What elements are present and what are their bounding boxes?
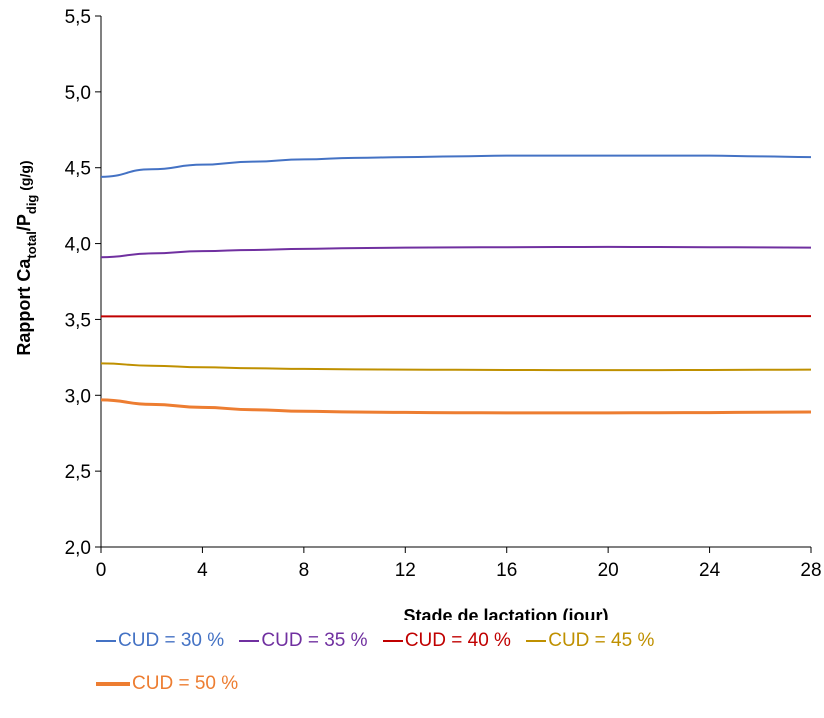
legend-item-cud-45: CUD = 45 % [526,628,654,654]
x-tick-label: 12 [395,560,416,581]
y-tick-label: 5,5 [65,7,91,28]
x-tick-label: 16 [496,560,517,581]
y-tick-label: 4,5 [65,159,91,180]
y-tick-label: 3,0 [65,386,91,407]
y-tick-label: 3,5 [65,310,91,331]
legend-row-2: CUD = 50 % [96,670,816,697]
x-tick-label: 28 [800,560,821,581]
legend-label-cud-40: CUD = 40 % [404,630,511,651]
x-axis-ticks: 0 4 8 12 16 20 24 28 [96,547,822,581]
y-tick-label: 2,5 [65,462,91,483]
legend: CUD = 30 % CUD = 35 % CUD = 40 % CUD = 4… [96,626,816,697]
line-chart: 2,0 2,5 3,0 3,5 4,0 4,5 5,0 5,5 0 4 8 12 16 20 24 28 S… [14,7,822,620]
series-line-50 [100,398,812,415]
x-tick-label: 0 [96,560,107,581]
y-axis-title-prefix: Rapport Ca [14,258,34,356]
y-axis-title-mid: /P [14,214,34,231]
x-tick-label: 20 [598,560,619,581]
legend-swatch-cud-35 [239,640,260,642]
legend-row-1: CUD = 30 % CUD = 35 % CUD = 40 % CUD = 4… [96,626,816,654]
y-tick-label: 2,0 [65,538,91,559]
x-tick-label: 24 [699,560,721,581]
legend-item-cud-50: CUD = 50 % [96,671,238,697]
legend-item-cud-40: CUD = 40 % [382,628,511,654]
legend-swatch-cud-50 [96,682,130,686]
legend-label-cud-45: CUD = 45 % [548,630,655,651]
y-axis-title-sub2: dig [24,195,39,215]
y-tick-label: 5,0 [65,83,91,104]
series-line-30 [100,154,812,178]
series-line-35 [100,245,812,259]
x-axis-title: Stade de lactation (jour) [403,606,608,620]
legend-label-cud-35: CUD = 35 % [261,630,368,651]
x-tick-label: 8 [299,560,310,581]
legend-label-cud-50: CUD = 50 % [132,673,239,694]
y-axis-ticks: 2,0 2,5 3,0 3,5 4,0 4,5 5,0 5,5 [65,7,101,559]
y-axis-title: Rapport Catotal/Pdig (g/g) [14,160,39,355]
series-lines [100,154,812,415]
axes [100,16,811,548]
x-tick-label: 4 [197,560,208,581]
legend-item-cud-30: CUD = 30 % [96,628,224,654]
legend-item-cud-35: CUD = 35 % [239,628,368,654]
y-tick-label: 4,0 [65,235,91,256]
legend-swatch-cud-30 [96,640,116,642]
legend-swatch-cud-45 [526,640,547,642]
legend-label-cud-30: CUD = 30 % [118,630,225,651]
legend-swatch-cud-40 [382,640,403,642]
series-line-45 [100,362,812,372]
y-axis-title-suffix: (g/g) [17,160,33,194]
y-axis-title-sub1: total [24,231,39,258]
